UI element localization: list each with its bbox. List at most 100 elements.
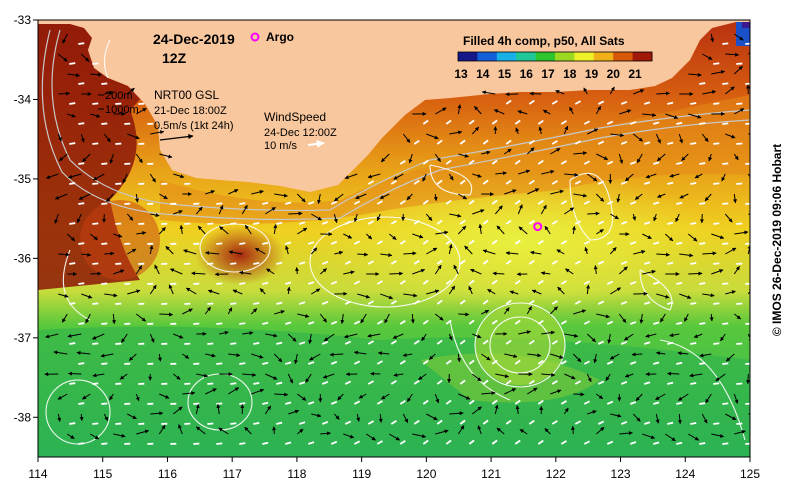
wind-vector <box>644 261 651 265</box>
wind-vector <box>620 380 628 385</box>
wind-vector <box>92 342 99 345</box>
wind-vector <box>537 119 544 125</box>
wind-vector <box>514 319 521 325</box>
current-vector <box>481 391 496 396</box>
current-vector <box>113 233 123 238</box>
current-vector <box>494 205 503 215</box>
current-vector <box>495 171 507 176</box>
current-vector <box>158 227 166 235</box>
wind-vector <box>736 302 743 305</box>
current-vector <box>563 407 569 415</box>
current-vector <box>297 313 310 318</box>
wind-vector <box>644 421 651 425</box>
wind-vector <box>736 422 743 425</box>
wind-vector <box>344 300 352 305</box>
current-vector <box>67 433 75 440</box>
wind-vector <box>390 340 397 345</box>
current-vector <box>92 333 105 340</box>
current-vector <box>81 252 92 257</box>
current-vector <box>358 393 367 399</box>
wind-vector <box>101 242 108 245</box>
wind-vector <box>367 420 374 425</box>
wind-vector <box>101 82 108 85</box>
wind-vector <box>78 202 85 205</box>
current-vector <box>159 393 170 399</box>
wind-vector <box>736 342 743 345</box>
wind-vector <box>560 280 567 285</box>
current-vector <box>542 109 551 115</box>
wind-vector <box>722 282 729 285</box>
wind-vector <box>422 319 429 325</box>
wind-vector <box>239 242 246 245</box>
colorbar-title: Filled 4h comp, p50, All Sats <box>463 34 625 48</box>
current-vector <box>689 373 703 378</box>
wind-vector <box>491 199 498 205</box>
wind-vector <box>574 180 581 185</box>
wind-vector <box>459 379 466 385</box>
wind-vector <box>285 441 292 445</box>
current-vector <box>135 153 143 164</box>
wind-vector <box>653 281 660 285</box>
wind-vector <box>713 62 720 65</box>
current-vector <box>376 213 381 222</box>
current-vector <box>168 284 174 295</box>
wind-vector <box>505 259 512 265</box>
wind-vector <box>422 359 429 365</box>
current-vector <box>564 333 579 338</box>
current-vector <box>197 225 206 235</box>
wind-vector <box>308 201 315 205</box>
current-vector <box>449 213 462 218</box>
current-vector <box>495 373 510 378</box>
wind-title-label: WindSpeed <box>264 110 326 124</box>
current-vector <box>734 430 746 435</box>
wind-vector <box>413 219 420 225</box>
current-vector <box>58 293 69 298</box>
wind-vector <box>560 200 567 205</box>
wind-vector <box>376 280 383 285</box>
current-vector <box>733 313 741 320</box>
current-vector <box>244 224 252 235</box>
wind-vector <box>690 342 697 345</box>
wind-vector <box>399 159 406 165</box>
current-vector <box>434 313 444 321</box>
wind-vector <box>367 380 374 385</box>
wind-vector <box>101 322 108 325</box>
current-vector <box>323 333 335 342</box>
current-vector <box>53 350 68 355</box>
wind-vector <box>321 220 329 225</box>
wind-vector <box>736 102 743 105</box>
wind-vector <box>308 281 315 285</box>
wind-vector <box>216 442 223 445</box>
current-vector <box>113 433 126 438</box>
wind-vector <box>606 360 614 365</box>
colorbar-swatch <box>613 52 634 61</box>
wind-vector <box>560 400 567 405</box>
current-vector <box>343 233 353 239</box>
wind-vector <box>399 399 406 405</box>
argo-float-marker[interactable] <box>533 222 543 232</box>
wind-vector <box>597 380 605 385</box>
current-vector <box>596 313 610 319</box>
current-vector <box>471 373 482 382</box>
wind-vector <box>597 260 605 265</box>
wind-vector <box>78 162 85 165</box>
wind-vector <box>583 200 591 205</box>
current-vector <box>496 225 505 235</box>
wind-vector <box>667 221 674 225</box>
wind-vector <box>239 322 246 325</box>
current-vector <box>136 107 147 115</box>
colorbar-frame <box>457 51 653 62</box>
colorbar-swatch <box>632 52 653 61</box>
current-vector <box>609 86 615 95</box>
current-vector <box>80 133 85 143</box>
wind-vector <box>597 140 605 145</box>
current-vector <box>337 393 344 401</box>
current-vector <box>360 313 367 324</box>
wind-vector <box>676 121 683 125</box>
current-vector <box>103 413 109 421</box>
wind-vector <box>713 102 720 105</box>
current-vector <box>122 173 128 184</box>
wind-vector <box>537 399 544 405</box>
wind-vector <box>344 420 352 425</box>
wind-vector <box>101 442 108 445</box>
